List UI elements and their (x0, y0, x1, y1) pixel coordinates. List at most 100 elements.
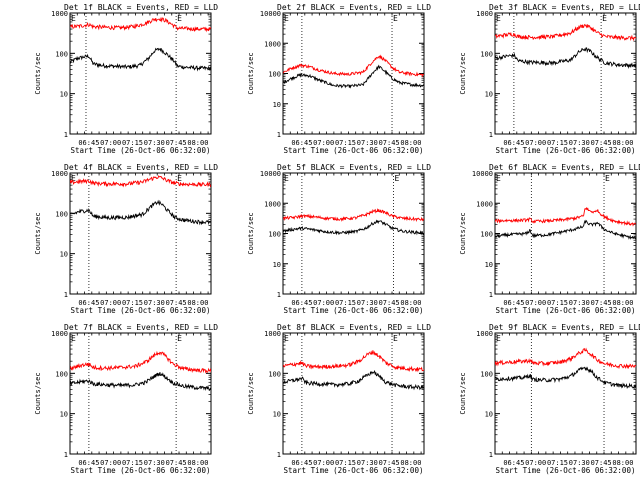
y-tick-label: 10 (273, 261, 281, 269)
y-tick-label: 10000 (472, 170, 493, 178)
x-axis-label: Start Time (26-Oct-06 06:32:00) (284, 466, 424, 475)
marker-label: E (177, 334, 182, 343)
x-tick-label: 07:15 (122, 139, 143, 147)
x-axis-label: Start Time (26-Oct-06 06:32:00) (71, 466, 211, 475)
y-tick-label: 10000 (260, 170, 281, 178)
x-axis-label: Start Time (26-Oct-06 06:32:00) (496, 146, 636, 155)
plot-frame (69, 12, 212, 135)
y-tick-label: 10 (273, 101, 281, 109)
y-tick-label: 1 (277, 451, 281, 459)
chart-panel-3: Det 3f BLACK = Events, RED = LLD 1 10 100 10… (459, 3, 640, 155)
y-tick-label: 1000 (476, 330, 493, 338)
x-tick-label: 08:00 (612, 139, 633, 147)
x-tick-label: 07:30 (144, 459, 165, 467)
y-tick-label: 10 (60, 91, 68, 99)
plot-frame (494, 12, 637, 135)
series-events-line (283, 369, 424, 391)
series-events-line (495, 366, 636, 390)
x-tick-label: 07:30 (569, 459, 590, 467)
x-tick-label: 07:45 (166, 139, 187, 147)
y-axis-label: Counts/sec (247, 212, 255, 254)
chart-title: Det 1f BLACK = Events, RED = LLD (64, 3, 218, 12)
marker-label: E (394, 174, 399, 183)
marker-label: E (605, 174, 610, 183)
y-tick-label: 100 (480, 231, 493, 239)
chart-panel-8: Det 8f BLACK = Events, RED = LLD 1 10 100 10… (247, 323, 431, 475)
x-tick-label: 07:45 (166, 299, 187, 307)
chart-title: Det 2f BLACK = Events, RED = LLD (277, 3, 431, 12)
y-tick-label: 1000 (264, 330, 281, 338)
marker-label: E (284, 334, 289, 343)
chart-panel-9: Det 9f BLACK = Events, RED = LLD 1 10 100 10… (459, 323, 640, 475)
x-axis-label: Start Time (26-Oct-06 06:32:00) (71, 306, 211, 315)
y-tick-label: 1 (64, 291, 68, 299)
plot-frame (69, 332, 212, 455)
x-tick-label: 06:45 (291, 459, 312, 467)
series-lld-line (283, 207, 424, 222)
y-tick-label: 10 (273, 411, 281, 419)
x-tick-label: 08:00 (187, 459, 208, 467)
x-tick-label: 07:15 (547, 459, 568, 467)
y-axis-label: Counts/sec (459, 52, 467, 94)
y-tick-label: 1 (277, 291, 281, 299)
marker-label: E (496, 174, 501, 183)
x-tick-label: 08:00 (187, 299, 208, 307)
chart-title: Det 9f BLACK = Events, RED = LLD (489, 323, 640, 332)
y-tick-label: 1000 (51, 330, 68, 338)
x-axis-label: Start Time (26-Oct-06 06:32:00) (284, 146, 424, 155)
y-tick-label: 100 (480, 50, 493, 58)
x-tick-label: 08:00 (612, 459, 633, 467)
series-lld-line (70, 17, 211, 33)
chart-title: Det 6f BLACK = Events, RED = LLD (489, 163, 640, 172)
x-tick-label: 07:30 (357, 139, 378, 147)
x-tick-label: 07:15 (122, 459, 143, 467)
y-axis-label: Counts/sec (34, 212, 42, 254)
y-axis-label: Counts/sec (247, 372, 255, 414)
series-lld-line (495, 347, 636, 370)
series-events-line (283, 219, 424, 236)
series-events-line (70, 47, 211, 72)
marker-label: E (71, 174, 76, 183)
marker-label: E (284, 14, 289, 23)
x-tick-label: 07:45 (166, 459, 187, 467)
chart-title: Det 3f BLACK = Events, RED = LLD (489, 3, 640, 12)
y-tick-label: 1000 (51, 170, 68, 178)
x-tick-label: 07:00 (313, 139, 334, 147)
x-tick-label: 07:30 (569, 139, 590, 147)
marker-label: E (284, 174, 289, 183)
marker-label: E (71, 14, 76, 23)
chart-panel-7: Det 7f BLACK = Events, RED = LLD 1 10 100 10… (34, 323, 218, 475)
series-events-line (70, 372, 211, 392)
x-tick-label: 07:45 (379, 459, 400, 467)
series-lld-line (70, 350, 211, 374)
chart-panel-5: Det 5f BLACK = Events, RED = LLD 1 10 100 10… (247, 163, 431, 315)
series-events-line (495, 47, 636, 69)
chart-panel-2: Det 2f BLACK = Events, RED = LLD 1 10 100 10… (247, 3, 431, 155)
series-lld-line (495, 23, 636, 42)
marker-label: E (605, 334, 610, 343)
y-tick-label: 10 (60, 411, 68, 419)
chart-title: Det 5f BLACK = Events, RED = LLD (277, 163, 431, 172)
y-tick-label: 1 (277, 131, 281, 139)
y-tick-label: 10 (485, 261, 493, 269)
chart-panel-1: Det 1f BLACK = Events, RED = LLD 1 10 100 10… (34, 3, 218, 155)
x-tick-label: 07:15 (335, 299, 356, 307)
series-lld-line (283, 350, 424, 373)
x-axis-label: Start Time (26-Oct-06 06:32:00) (496, 306, 636, 315)
x-tick-label: 07:30 (144, 299, 165, 307)
x-tick-label: 07:00 (100, 299, 121, 307)
y-axis-label: Counts/sec (459, 212, 467, 254)
plot-frame (282, 172, 425, 295)
y-tick-label: 10 (485, 411, 493, 419)
x-tick-label: 06:45 (78, 459, 99, 467)
y-tick-label: 1 (64, 451, 68, 459)
x-tick-label: 06:45 (291, 139, 312, 147)
y-axis-label: Counts/sec (34, 52, 42, 94)
x-tick-label: 06:45 (503, 459, 524, 467)
y-tick-label: 1000 (476, 200, 493, 208)
x-tick-label: 07:00 (313, 299, 334, 307)
x-tick-label: 07:15 (122, 299, 143, 307)
x-tick-label: 07:30 (357, 299, 378, 307)
y-tick-label: 1000 (476, 10, 493, 18)
